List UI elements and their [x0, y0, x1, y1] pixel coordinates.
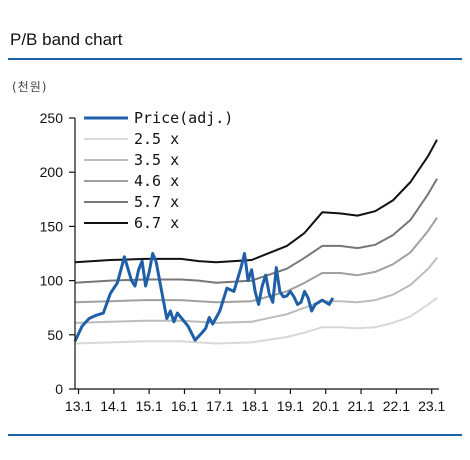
- x-tick-label: 23.1: [418, 398, 445, 414]
- series-line-4-6-x: [74, 217, 438, 304]
- top-divider: [8, 58, 462, 60]
- series-line-5-7-x: [74, 178, 438, 284]
- chart-title: P/B band chart: [10, 30, 123, 49]
- legend-label: 6.7 x: [134, 214, 179, 232]
- y-tick-label: 0: [55, 381, 63, 397]
- legend-label: 3.5 x: [134, 151, 179, 169]
- legend-label: 2.5 x: [134, 130, 179, 148]
- x-tick-label: 22.1: [383, 398, 410, 414]
- series-line-2-5-x: [74, 297, 438, 345]
- band-lines: [74, 139, 438, 345]
- y-axis-unit-label: (천원): [12, 80, 48, 94]
- x-tick-label: 17.1: [206, 398, 233, 414]
- x-tick-label: 15.1: [136, 398, 163, 414]
- y-tick-label: 250: [40, 110, 64, 126]
- x-tick-label: 13.1: [65, 398, 92, 414]
- series-line-6-7-x: [74, 139, 438, 264]
- series-line-3-5-x: [74, 257, 438, 324]
- y-tick-label: 100: [40, 273, 64, 289]
- series-line-price: [73, 252, 335, 342]
- legend-label: 4.6 x: [134, 172, 179, 190]
- x-tick-label: 19.1: [277, 398, 304, 414]
- x-tick-label: 14.1: [100, 398, 127, 414]
- legend: Price(adj.) 2.5 x 3.5 x 4.6 x 5.7 x 6.7 x: [84, 109, 233, 232]
- bottom-divider: [8, 434, 462, 436]
- x-tick-label: 16.1: [171, 398, 198, 414]
- x-tick-label: 18.1: [241, 398, 268, 414]
- y-tick-label: 150: [40, 218, 64, 234]
- y-tick-label: 200: [40, 164, 64, 180]
- x-tick-label: 21.1: [347, 398, 374, 414]
- price-line-layer: [73, 252, 335, 342]
- x-tick-label: 20.1: [312, 398, 339, 414]
- y-tick-label: 50: [47, 327, 63, 343]
- legend-label: 5.7 x: [134, 193, 179, 211]
- legend-label: Price(adj.): [134, 109, 233, 127]
- axes: 0 50 100 150 200 250 13.1 14.1 15.1 16.1 17.1 18.1 1…: [40, 110, 446, 414]
